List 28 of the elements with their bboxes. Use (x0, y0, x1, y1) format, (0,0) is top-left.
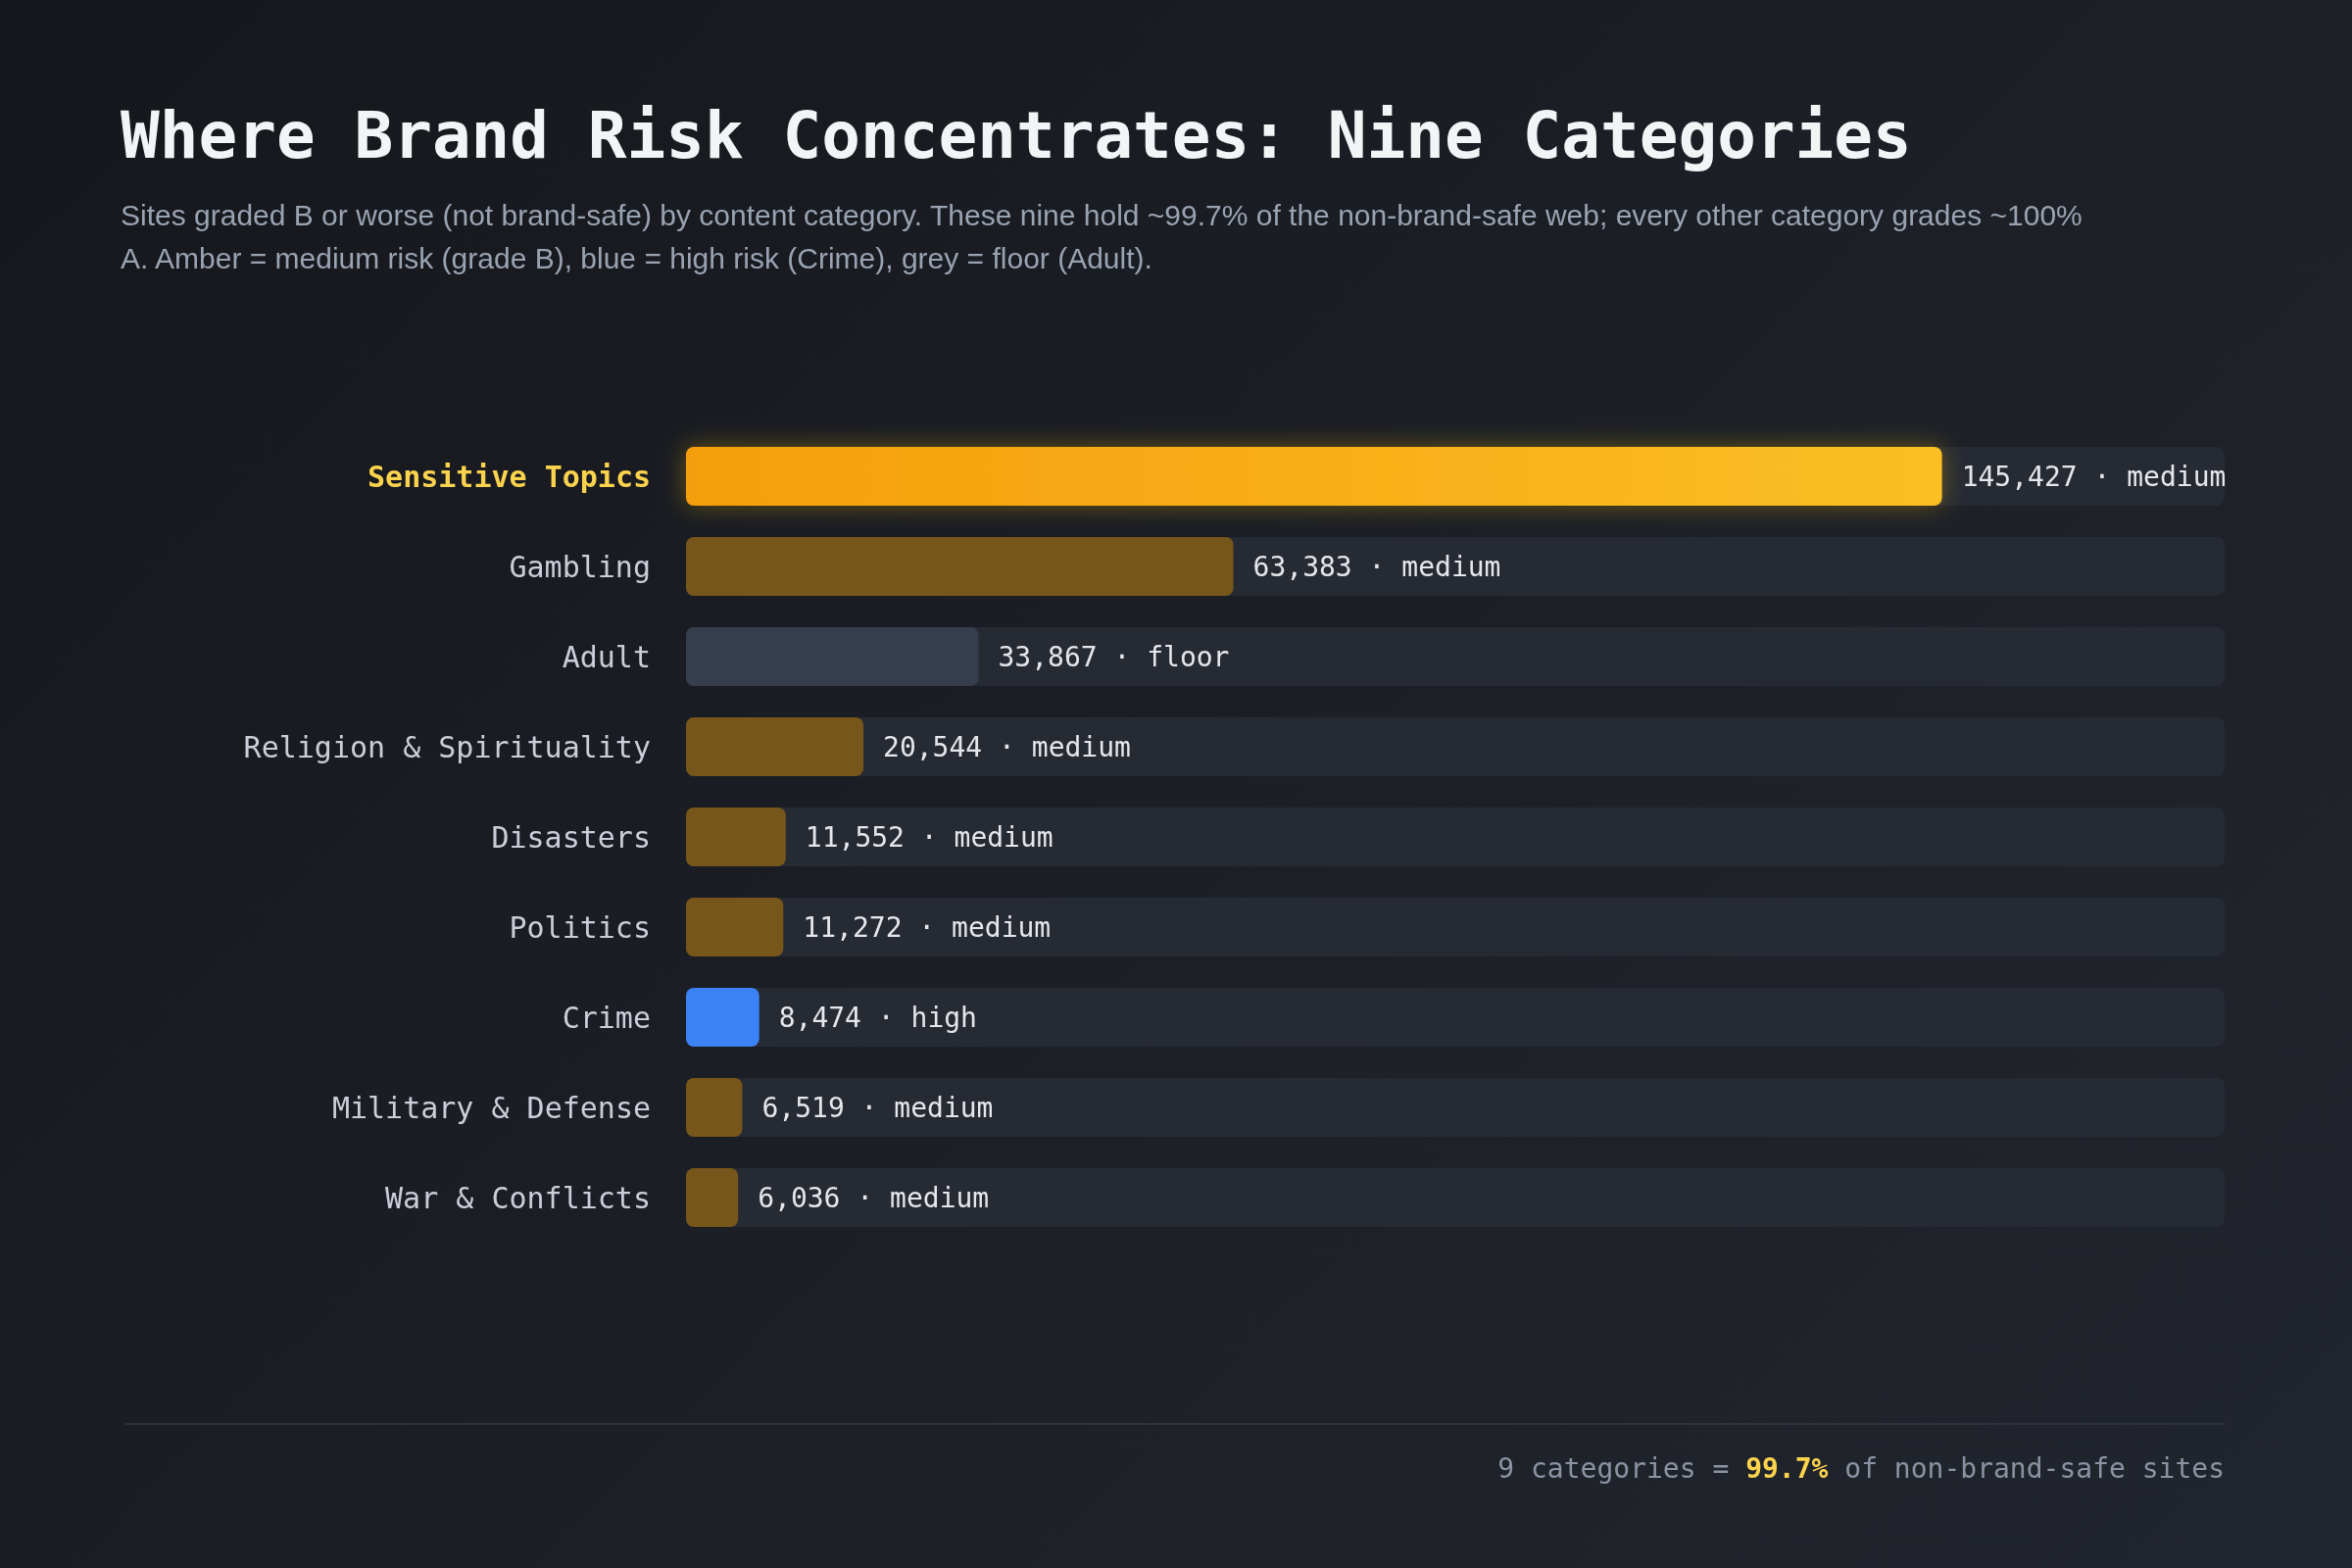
y-tick-label: Adult (562, 639, 651, 674)
bar (686, 808, 786, 866)
bar (686, 988, 760, 1047)
data-label: 145,427 · medium (1961, 460, 2227, 493)
y-tick-label: Religion & Spirituality (243, 729, 651, 764)
y-tick-label: Sensitive Topics (368, 459, 651, 494)
y-tick-label: Crime (562, 1000, 651, 1035)
data-label: 33,867 · floor (998, 640, 1230, 673)
data-label: 8,474 · high (778, 1001, 977, 1034)
chart-subtitle: Sites graded B or worse (not brand-safe) by content category. These nine hold ~99.7% of the non-brand-safe web; every other category grades ~100% A. Amber = medium risk (grade B), blue = high risk (Crime), grey = floor (Adult). (121, 198, 2091, 274)
data-label: 11,552 · medium (805, 820, 1054, 854)
bar (686, 1078, 743, 1137)
y-tick-label: War & Conflicts (385, 1180, 651, 1215)
y-tick-label: Politics (509, 909, 651, 945)
data-label: 20,544 · medium (883, 730, 1131, 763)
bar (686, 717, 864, 776)
data-label: 11,272 · medium (803, 910, 1052, 944)
data-label: 63,383 · medium (1252, 550, 1501, 583)
y-tick-label: Military & Defense (331, 1090, 651, 1125)
text: 9 categories = 99.7% of non-brand-safe sites (1497, 1451, 2225, 1485)
data-label: 6,519 · medium (761, 1091, 994, 1124)
y-tick-label: Disasters (491, 819, 651, 855)
data-label: 6,036 · medium (758, 1181, 990, 1214)
bar (686, 627, 979, 686)
bar (686, 898, 784, 956)
chart-title: Where Brand Risk Concentrates: Nine Categories (121, 97, 1912, 173)
y-tick-label: Gambling (509, 549, 651, 584)
bar (686, 1168, 739, 1227)
